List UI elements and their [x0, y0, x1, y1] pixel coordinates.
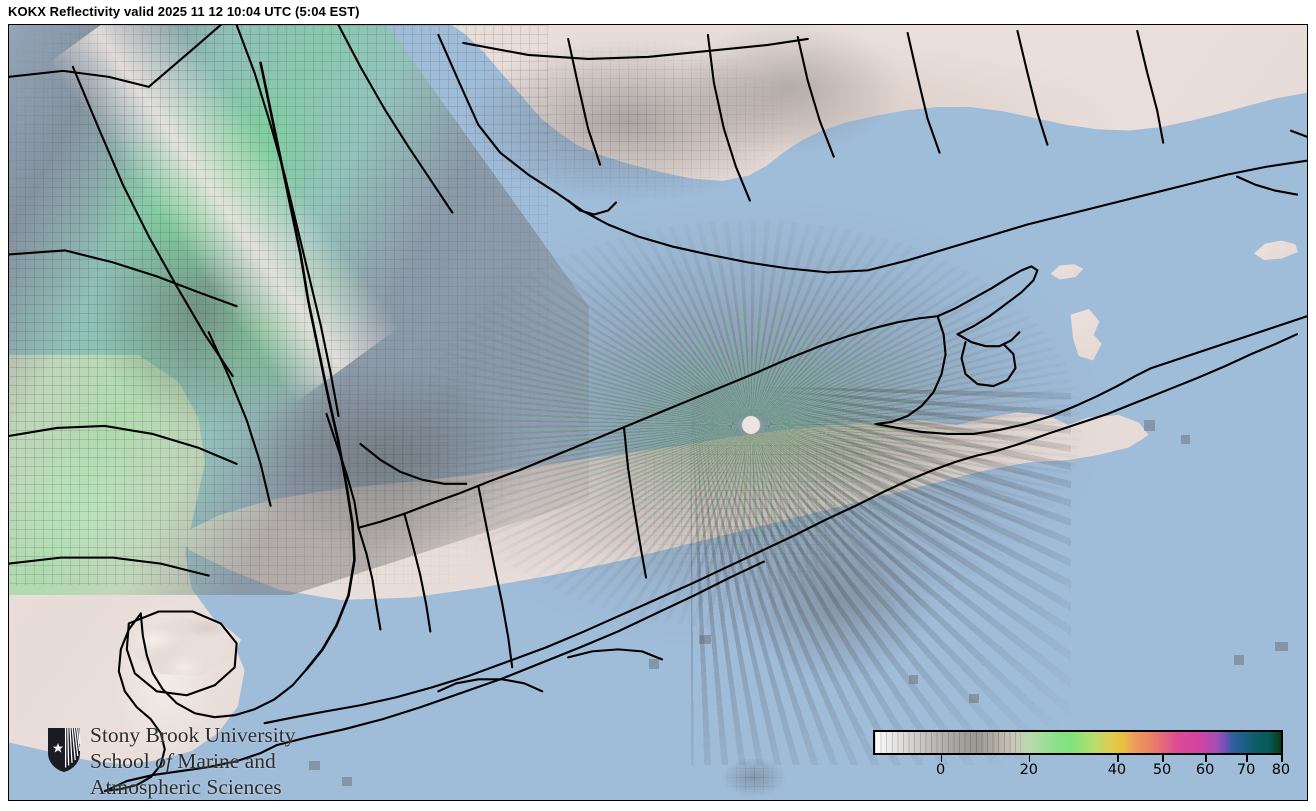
colorbar-tick-label: 70 [1236, 762, 1256, 778]
sbu-logo-line-3: Atmospheric Sciences [90, 775, 282, 800]
map-canvas[interactable]: Stony Brook University School of Marine … [9, 25, 1307, 800]
colorbar-gradient[interactable] [873, 730, 1283, 755]
page-title: KOKX Reflectivity valid 2025 11 12 10:04… [8, 4, 360, 19]
colorbar-tick [1246, 755, 1248, 762]
colorbar-tick-labels: 0 20 40 50 60 70 80 [873, 762, 1290, 782]
colorbar-tick [1205, 755, 1207, 762]
colorbar-tick-label: 50 [1152, 762, 1172, 778]
colorbar-tick-label: 20 [1019, 762, 1039, 778]
colorbar-tick [1280, 755, 1283, 762]
sbu-logo-line-2: School of Marine and [90, 748, 295, 774]
reflectivity-colorbar[interactable]: 0 20 40 50 60 70 80 [873, 730, 1290, 782]
sbu-logo-line-2b: of [155, 749, 172, 774]
sbu-logo-line-2a: School [90, 749, 156, 774]
map-frame[interactable]: Stony Brook University School of Marine … [8, 24, 1308, 801]
colorbar-tick-label: 80 [1271, 762, 1291, 778]
sbu-logo: Stony Brook University School of Marine … [47, 722, 295, 800]
colorbar-tick-label: 60 [1195, 762, 1215, 778]
colorbar-ticks [873, 755, 1283, 762]
colorbar-tick-label: 0 [936, 762, 946, 778]
sbu-logo-line-1: Stony Brook University [90, 723, 296, 747]
colorbar-tick-label: 40 [1107, 762, 1127, 778]
colorbar-tick [940, 755, 943, 762]
sbu-logo-text: Stony Brook University School of Marine … [90, 722, 295, 800]
colorbar-tick [1028, 755, 1031, 762]
colorbar-tick [1116, 755, 1119, 762]
colorbar-low-bands [875, 732, 1022, 753]
sbu-shield-icon [48, 727, 81, 772]
sbu-logo-line-2c: Marine and [171, 749, 276, 774]
colorbar-tick [1162, 755, 1164, 762]
